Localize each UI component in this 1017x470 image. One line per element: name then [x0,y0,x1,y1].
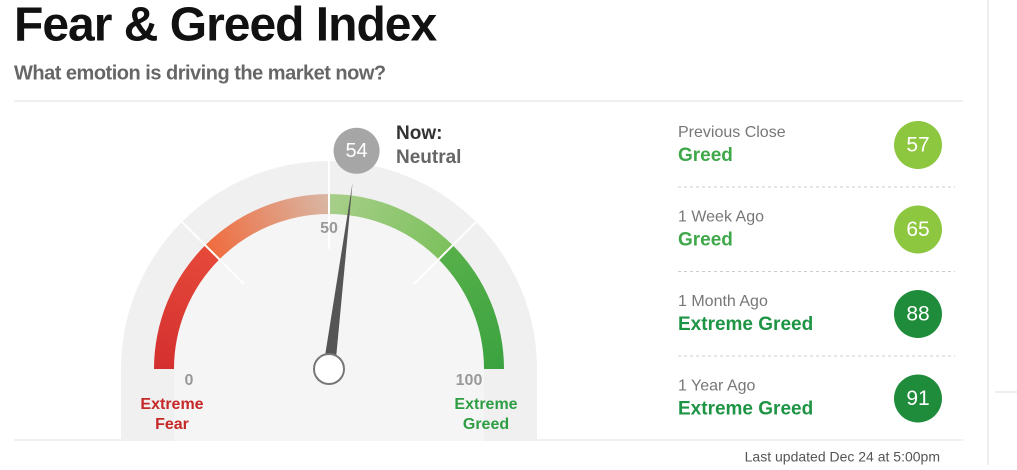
history-circle [894,374,942,423]
gauge-end-label: Greed [463,416,509,433]
history-label: 1 Week Ago [678,209,764,226]
history-list: Previous Close Greed 57 1 Week Ago Greed 65 1 … [678,121,955,423]
history-value: 91 [906,387,929,410]
title: Fear & Greed Index [14,0,437,52]
history-label: 1 Month Ago [678,293,768,310]
history-rating: Greed [678,230,733,251]
gauge-band [205,194,329,260]
history-label: Previous Close [678,124,786,141]
gauge-band [154,245,220,369]
subtitle: What emotion is driving the market now? [14,62,386,84]
history-rating: Greed [678,145,733,166]
history-value: 65 [906,218,929,241]
history-circle [894,205,942,254]
history-value: 88 [906,303,929,326]
history-value: 57 [906,134,929,157]
gauge-end-label: Extreme [140,396,203,413]
gauge: 0 50 100 Extreme Fear Extreme Greed 54 [121,127,537,441]
history-rating: Extreme Greed [678,314,813,335]
gauge-end-label: Extreme [454,396,517,413]
history-circle [894,121,942,169]
gauge-band [329,194,453,260]
now-label: Now: [396,123,442,144]
gauge-tick-label: 0 [185,372,194,389]
history-label: 1 Year Ago [678,378,756,395]
history-rating: Extreme Greed [678,399,813,420]
value-text: 54 [345,140,367,162]
needle [323,182,353,370]
needle-hub [313,353,345,385]
gauge-inner [174,214,484,441]
gauge-separator [413,221,477,285]
gauge-band [438,245,504,369]
history-circle [894,290,942,338]
gauge-separator [181,221,245,285]
now-rating: Neutral [396,147,461,168]
gauge-tick-label: 50 [320,220,338,237]
gauge-tick-label: 100 [456,372,483,389]
value-bubble [333,127,380,174]
last-updated: Last updated Dec 24 at 5:00pm [745,449,940,465]
gauge-end-label: Fear [155,416,189,433]
